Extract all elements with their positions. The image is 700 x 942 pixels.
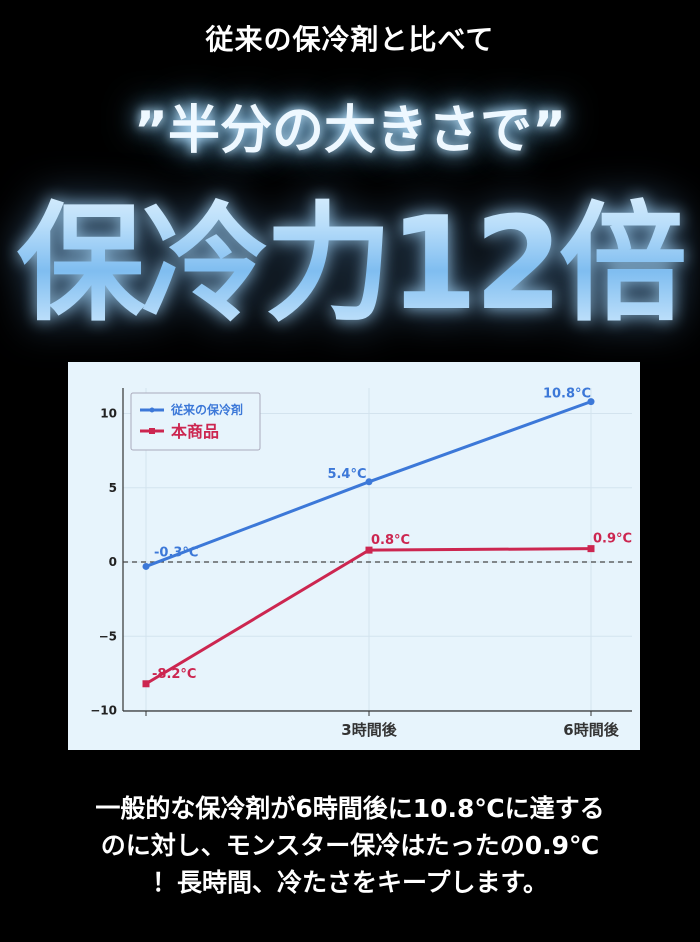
legend-marker <box>149 428 155 434</box>
x-tick-label: 3時間後 <box>341 721 397 739</box>
subtitle: 従来の保冷剤と比べて <box>205 23 495 56</box>
headline: 保冷力12倍 <box>0 160 700 345</box>
data-point <box>142 562 150 570</box>
data-label: -8.2°C <box>152 667 196 682</box>
y-tick-label: 10 <box>100 407 117 421</box>
data-point <box>142 680 150 688</box>
description-line: のに対し、モンスター保冷はたったの0.9℃ <box>100 831 600 860</box>
description-line: 一般的な保冷剤が6時間後に10.8℃に達する <box>95 794 605 823</box>
legend-marker <box>149 407 155 413</box>
y-tick-label: −10 <box>90 704 117 718</box>
legend-label: 従来の保冷剤 <box>170 402 243 417</box>
catchphrase: ”半分の大きさで” <box>133 101 567 161</box>
data-label: 10.8°C <box>543 387 591 402</box>
data-label: 5.4°C <box>327 467 366 482</box>
data-point <box>587 545 595 553</box>
legend-box <box>130 392 261 451</box>
data-label: 0.8°C <box>371 533 410 548</box>
data-point <box>365 478 373 486</box>
data-point <box>587 398 595 406</box>
data-label: -0.3°C <box>154 545 198 560</box>
y-tick-label: 5 <box>109 481 117 495</box>
y-tick-label: 0 <box>109 555 117 569</box>
data-label: 0.9°C <box>593 532 632 547</box>
description-line: ！長時間、冷たさをキープします。 <box>151 868 548 897</box>
description: 一般的な保冷剤が6時間後に10.8℃に達する のに対し、モンスター保冷はたったの… <box>0 790 700 901</box>
y-tick-label: −5 <box>99 629 117 643</box>
data-point <box>365 546 373 554</box>
x-tick-label: 6時間後 <box>563 721 619 739</box>
legend-label: 本商品 <box>171 422 219 441</box>
